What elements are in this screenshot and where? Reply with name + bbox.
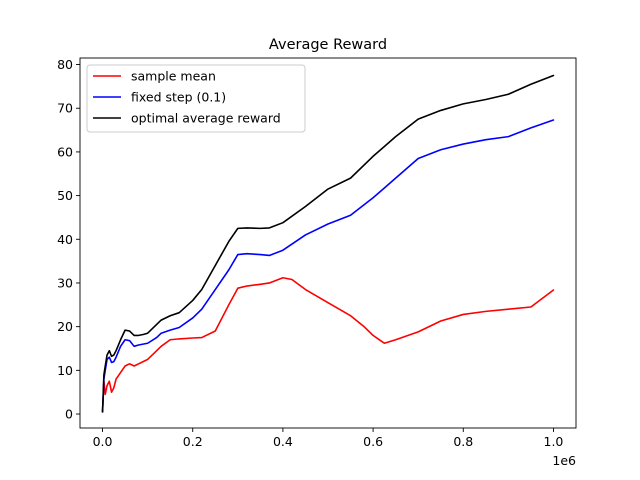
y-tick-label: 80: [57, 57, 73, 72]
chart-title: Average Reward: [269, 37, 387, 53]
legend: sample mean fixed step (0.1) optimal avera…: [86, 64, 306, 133]
y-tick-label: 10: [57, 363, 73, 378]
x-axis: 0.0 0.2 0.4 0.6 0.8 1.0: [93, 428, 564, 449]
y-tick-label: 20: [57, 319, 73, 334]
y-axis: 0 10 20 30 40 50 60 70 80: [57, 57, 80, 422]
legend-label-1: fixed step (0.1): [131, 90, 226, 105]
y-tick-label: 50: [57, 188, 73, 203]
y-tick-label: 70: [57, 101, 73, 116]
x-tick-label: 0.4: [273, 434, 293, 449]
series-line-2: [101, 74, 555, 413]
x-tick-label: 0.0: [93, 434, 113, 449]
series-line-0: [101, 276, 555, 413]
x-offset-label: 1e6: [552, 453, 576, 468]
legend-box: [86, 64, 306, 133]
legend-label-0: sample mean: [131, 69, 216, 84]
x-tick-label: 0.6: [363, 434, 383, 449]
plot-frame: [79, 57, 577, 429]
y-tick-label: 30: [57, 275, 73, 290]
x-tick-label: 0.8: [453, 434, 473, 449]
series-layer: [101, 74, 555, 413]
series-line-1: [101, 119, 555, 413]
y-tick-label: 0: [65, 407, 73, 422]
x-tick-label: 1.0: [544, 434, 564, 449]
legend-items: sample mean fixed step (0.1) optimal avera…: [93, 69, 281, 126]
y-tick-label: 60: [57, 144, 73, 159]
x-tick-label: 0.2: [183, 434, 203, 449]
y-tick-label: 40: [57, 232, 73, 247]
legend-label-2: optimal average reward: [131, 111, 281, 126]
